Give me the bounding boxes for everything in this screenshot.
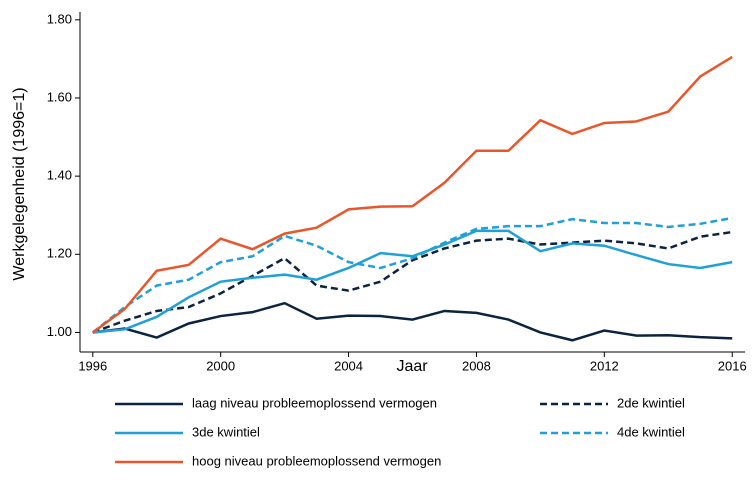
x-tick-label: 2012 — [590, 358, 619, 373]
x-tick-label: 2000 — [206, 358, 235, 373]
y-tick-label: 1.20 — [47, 246, 72, 261]
series-line — [92, 229, 733, 334]
legend-label: 2de kwintiel — [617, 395, 685, 410]
series-line — [92, 55, 733, 334]
legend-label: hoog niveau probleemoplossend vermogen — [192, 453, 441, 468]
y-tick-label: 1.80 — [47, 11, 72, 26]
series-line — [92, 216, 733, 334]
legend-label: 4de kwintiel — [617, 424, 685, 439]
legend-label: laag niveau probleemoplossend vermogen — [192, 395, 437, 410]
x-tick-label: 1996 — [78, 358, 107, 373]
y-tick-label: 1.00 — [47, 324, 72, 339]
y-axis-title: Werkgelegenheid (1996=1) — [11, 87, 28, 280]
x-tick-label: 2016 — [718, 358, 747, 373]
legend-label: 3de kwintiel — [192, 424, 260, 439]
series-line — [92, 301, 733, 342]
y-tick-label: 1.60 — [47, 89, 72, 104]
series-line — [92, 230, 733, 334]
x-axis-title: Jaar — [396, 358, 428, 375]
x-tick-label: 2004 — [334, 358, 363, 373]
x-tick-label: 2008 — [462, 358, 491, 373]
y-tick-label: 1.40 — [47, 168, 72, 183]
